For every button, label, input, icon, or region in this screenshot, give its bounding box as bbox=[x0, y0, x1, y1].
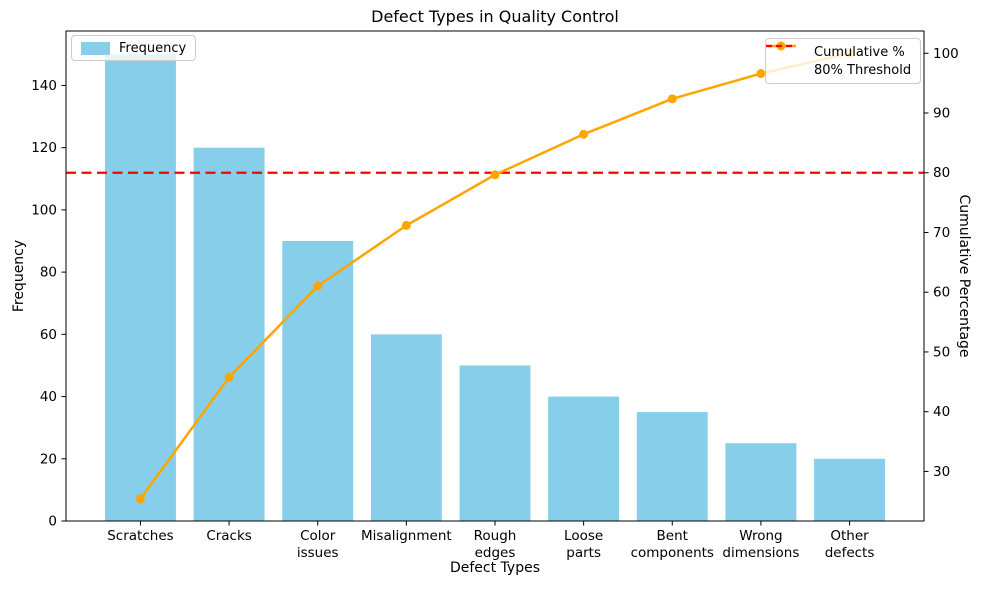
bar-bent-components bbox=[636, 412, 708, 521]
x-tick-label-loose-parts: Loose parts bbox=[564, 528, 603, 561]
y-tick-label-left: 80 bbox=[40, 265, 57, 281]
y-tick-label-right: 100 bbox=[933, 46, 959, 62]
x-tick-label-wrong-dimensions: Wrong dimensions bbox=[722, 528, 799, 561]
bar-wrong-dimensions bbox=[725, 443, 797, 521]
line-marker-wrong-dimensions bbox=[756, 69, 766, 79]
legend-cumulative: Cumulative % 80% Threshold bbox=[765, 38, 922, 84]
y-tick-label-right: 80 bbox=[933, 165, 950, 181]
y-tick-label-right: 30 bbox=[933, 464, 950, 480]
legend-cumulative-label: Cumulative % bbox=[814, 44, 905, 60]
bar-rough-edges bbox=[459, 365, 531, 521]
y-tick-label-right: 40 bbox=[933, 404, 950, 420]
line-marker-scratches bbox=[135, 494, 145, 504]
line-marker-misalignment bbox=[401, 220, 411, 230]
x-tick-label-misalignment: Misalignment bbox=[361, 528, 452, 544]
x-tick-label-bent-components: Bent components bbox=[631, 528, 714, 561]
x-tick-label-other-defects: Other defects bbox=[825, 528, 875, 561]
dashed-line-sample-icon bbox=[766, 44, 805, 77]
bar-other-defects bbox=[814, 458, 885, 521]
x-tick-label-color-issues: Color issues bbox=[297, 528, 339, 561]
x-tick-label-cracks: Cracks bbox=[206, 528, 252, 544]
x-tick-label-rough-edges: Rough edges bbox=[474, 528, 517, 561]
y-tick-label-left: 0 bbox=[48, 514, 57, 530]
line-marker-loose-parts bbox=[579, 129, 589, 139]
bar-loose-parts bbox=[548, 396, 620, 521]
x-tick-label-scratches: Scratches bbox=[107, 528, 173, 544]
y-tick-label-left: 40 bbox=[40, 389, 57, 405]
y-tick-label-left: 100 bbox=[31, 202, 57, 218]
chart-title: Defect Types in Quality Control bbox=[371, 7, 619, 26]
right-y-axis-label: Cumulative Percentage bbox=[956, 194, 972, 358]
bar-scratches bbox=[105, 54, 176, 521]
x-axis-label: Defect Types bbox=[449, 560, 541, 576]
y-tick-label-right: 60 bbox=[933, 285, 950, 301]
bar-cracks bbox=[193, 147, 265, 521]
y-tick-label-right: 50 bbox=[933, 344, 950, 360]
line-marker-bent-components bbox=[667, 94, 677, 104]
line-marker-color-issues bbox=[313, 281, 323, 291]
legend-frequency: Frequency bbox=[71, 35, 197, 61]
y-tick-label-right: 70 bbox=[933, 225, 950, 241]
y-tick-label-right: 90 bbox=[933, 106, 950, 122]
legend-frequency-row: Frequency bbox=[81, 41, 186, 56]
y-tick-label-left: 140 bbox=[31, 78, 57, 94]
frequency-swatch-icon bbox=[81, 41, 110, 55]
left-y-axis-label: Frequency bbox=[11, 239, 27, 313]
line-marker-cracks bbox=[224, 372, 234, 382]
legend-frequency-label: Frequency bbox=[119, 40, 187, 56]
bar-misalignment bbox=[370, 334, 442, 521]
legend-threshold-row: 80% Threshold bbox=[766, 44, 912, 78]
y-tick-label-left: 120 bbox=[31, 140, 57, 156]
legend-threshold-label: 80% Threshold bbox=[814, 62, 912, 78]
line-marker-rough-edges bbox=[490, 170, 500, 180]
y-tick-label-left: 60 bbox=[40, 327, 57, 343]
y-tick-label-left: 20 bbox=[40, 451, 57, 467]
